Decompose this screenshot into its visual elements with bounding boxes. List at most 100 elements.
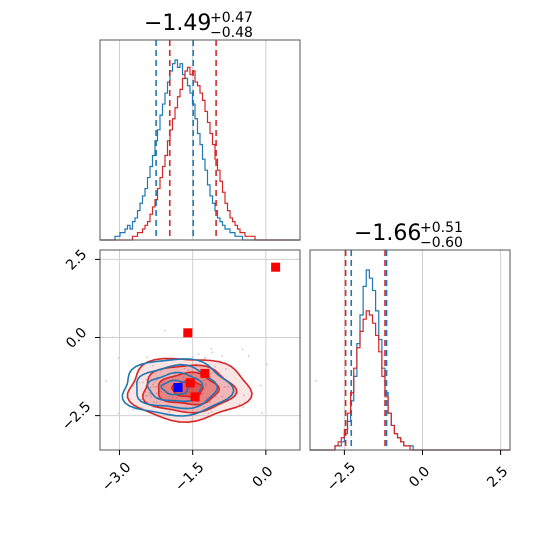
- bottom-right-xticks: −2.5 0.0 2.5: [324, 450, 511, 495]
- bl-sample-106: [247, 354, 250, 357]
- top-left-title-lower: −0.48: [210, 25, 253, 41]
- marker-0: [271, 262, 281, 272]
- bl-sample-74: [146, 394, 149, 397]
- bl-sample-104: [211, 351, 214, 354]
- bl-xtick-label-2: 0.0: [249, 464, 276, 491]
- hist-series-1: [310, 310, 510, 451]
- panel-bottom-right: −2.5 0.0 2.5 −1.66 +0.51 −0.60: [309, 220, 511, 495]
- top-left-series: [100, 40, 300, 241]
- bl-sample-100: [160, 370, 162, 372]
- bl-sample-103: [153, 400, 155, 403]
- bl-sample-148: [105, 380, 107, 382]
- bottom-right-title: −1.66: [354, 221, 421, 246]
- bl-sample-30: [210, 347, 213, 350]
- bl-sample-57: [141, 381, 144, 384]
- bl-sample-156: [187, 369, 190, 371]
- bl-sample-26: [259, 384, 262, 387]
- bl-sample-67: [175, 397, 178, 399]
- bl-sample-28: [183, 367, 186, 370]
- bl-sample-47: [207, 412, 210, 415]
- bottom-right-series: [310, 250, 510, 451]
- contour-1-3: [160, 379, 190, 396]
- bottom-right-grid: [343, 250, 502, 450]
- bottom-left-contours: [105, 329, 317, 424]
- br-xtick-label-1: 0.0: [406, 464, 433, 491]
- bl-sample-0: [314, 379, 317, 382]
- bl-sample-86: [117, 412, 120, 415]
- bl-sample-141: [155, 392, 158, 395]
- top-left-title-upper: +0.47: [210, 10, 253, 26]
- bl-sample-60: [238, 403, 241, 406]
- bl-sample-93: [197, 353, 200, 356]
- marker-1: [183, 328, 193, 338]
- contour-1-1: [136, 363, 219, 410]
- panel-top-left: −1.49 +0.47 −0.48: [99, 10, 301, 241]
- bottom-right-frame: [309, 249, 511, 451]
- bl-sample-58: [204, 356, 206, 359]
- bl-sample-159: [191, 355, 194, 358]
- bl-sample-80: [205, 378, 208, 381]
- marker-4: [185, 378, 195, 388]
- bl-sample-38: [168, 410, 171, 413]
- bl-sample-158: [227, 385, 230, 388]
- bl-sample-94: [191, 389, 194, 392]
- bl-sample-43: [203, 405, 205, 408]
- top-left-frame: [99, 39, 301, 241]
- bottom-right-title-value: −1.66: [354, 221, 421, 246]
- bl-sample-95: [190, 387, 192, 390]
- bl-sample-22: [182, 376, 185, 379]
- bl-sample-92: [204, 383, 207, 385]
- bl-sample-70: [225, 367, 227, 370]
- bl-sample-27: [155, 385, 158, 388]
- bl-sample-121: [149, 386, 152, 389]
- bl-sample-31: [243, 394, 246, 397]
- bl-ytick-label-1: 0.0: [63, 325, 90, 352]
- bl-sample-82: [214, 395, 217, 398]
- bl-sample-132: [202, 379, 205, 382]
- bl-sample-122: [152, 385, 155, 388]
- bl-sample-37: [160, 390, 162, 393]
- bl-sample-96: [242, 406, 245, 409]
- bl-xtick-label-1: −1.5: [172, 459, 207, 494]
- bl-sample-34: [221, 355, 224, 357]
- bottom-left-grid: [100, 250, 300, 450]
- bl-sample-23: [146, 356, 149, 359]
- bl-sample-4: [209, 401, 212, 404]
- bottom-left-yticks: −2.5 0.0 2.5: [59, 247, 100, 434]
- marker-5: [173, 383, 183, 392]
- bl-ytick-label-2: 2.5: [63, 247, 90, 274]
- bl-sample-59: [210, 410, 213, 413]
- top-left-title-value: −1.49: [144, 11, 211, 36]
- bl-sample-133: [151, 383, 154, 386]
- bl-sample-54: [214, 365, 217, 368]
- contour-1-2: [146, 371, 204, 403]
- bl-sample-10: [201, 392, 204, 395]
- hist-series-0: [310, 269, 510, 451]
- marker-2: [200, 368, 210, 378]
- bl-sample-113: [174, 373, 176, 375]
- bl-sample-154: [150, 396, 153, 398]
- bottom-left-xticks: −3.0 −1.5 0.0: [99, 450, 277, 495]
- top-left-title: −1.49: [144, 11, 211, 36]
- bl-sample-130: [132, 408, 135, 411]
- bottom-left-frame: [99, 249, 301, 451]
- bl-sample-29: [111, 336, 114, 339]
- bl-sample-149: [155, 401, 158, 404]
- bl-sample-69: [138, 381, 141, 384]
- bl-sample-11: [145, 378, 148, 381]
- bottom-right-title-lower: −0.60: [420, 235, 463, 251]
- bl-sample-98: [261, 412, 263, 415]
- bl-sample-79: [266, 363, 268, 366]
- br-xtick-label-0: −2.5: [324, 459, 359, 494]
- bottom-right-title-upper: +0.51: [420, 220, 463, 236]
- bl-sample-24: [195, 379, 197, 382]
- bl-sample-53: [241, 348, 244, 351]
- bl-sample-8: [171, 396, 174, 399]
- bl-sample-21: [117, 357, 120, 360]
- marker-3: [190, 392, 200, 402]
- bottom-left-markers: [173, 262, 281, 402]
- panel-bottom-left: −3.0 −1.5 0.0 −2.5 0.0 2.5: [59, 247, 317, 495]
- bl-xtick-label-0: −3.0: [99, 459, 134, 494]
- bl-sample-110: [223, 386, 226, 389]
